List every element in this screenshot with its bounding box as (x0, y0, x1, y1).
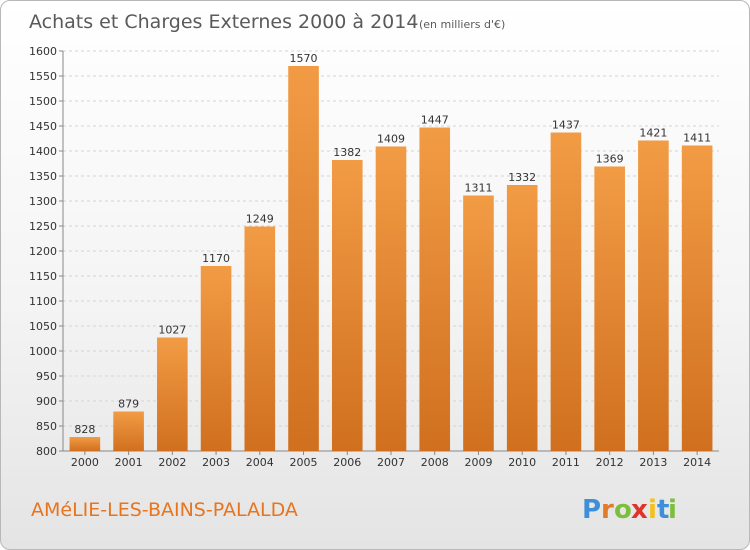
bar-2006 (331, 160, 363, 451)
proxiti-logo-letter: x (631, 495, 648, 525)
x-tick-label-2012: 2012 (596, 456, 624, 469)
proxiti-logo-letter: r (601, 495, 614, 525)
bar-2008 (419, 127, 451, 451)
bar-2002 (157, 337, 188, 451)
plot-area: 800 850 900 950 1000 1050 1100 1150 1200 1250 1300… (29, 45, 719, 469)
x-tick-label-2011: 2011 (552, 456, 580, 469)
chart-unit: (en milliers d'€) (419, 18, 505, 31)
bar-2005 (288, 66, 319, 451)
data-label-2005: 1570 (290, 52, 318, 65)
y-tick-label: 1350 (29, 170, 57, 183)
data-label-2002: 1027 (158, 324, 186, 337)
data-label-2013: 1421 (639, 127, 667, 140)
data-label-2009: 1311 (464, 182, 492, 195)
proxiti-logo-letter: t (657, 495, 669, 525)
data-label-2000: 828 (74, 423, 95, 436)
y-tick-label: 1500 (29, 95, 57, 108)
x-tick-label-2001: 2001 (115, 456, 143, 469)
y-tick-label: 1150 (29, 270, 57, 283)
x-tick-label-2005: 2005 (290, 456, 318, 469)
bar-2007 (375, 146, 407, 451)
y-tick-label: 850 (36, 420, 57, 433)
bar-2012 (594, 166, 625, 451)
y-tick-label: 1600 (29, 45, 57, 58)
x-tick-label-2009: 2009 (464, 456, 492, 469)
x-tick-label-2006: 2006 (333, 456, 361, 469)
y-tick-label: 1300 (29, 195, 57, 208)
data-label-2012: 1369 (596, 153, 624, 166)
x-tick-label-2014: 2014 (683, 456, 711, 469)
bar-2000 (69, 437, 101, 451)
data-label-2011: 1437 (552, 119, 580, 132)
proxiti-logo-letter: i (648, 495, 657, 525)
y-tick-label: 1100 (29, 295, 57, 308)
proxiti-logo-letter: o (614, 495, 632, 525)
y-tick-label: 1000 (29, 345, 57, 358)
x-tick-label-2010: 2010 (508, 456, 536, 469)
x-tick-label-2002: 2002 (158, 456, 186, 469)
y-tick-label: 1550 (29, 70, 57, 83)
data-label-2001: 879 (118, 398, 139, 411)
data-label-2003: 1170 (202, 252, 230, 265)
bar-2003 (200, 266, 232, 451)
x-tick-label-2008: 2008 (421, 456, 449, 469)
commune-name: AMéLIE-LES-BAINS-PALALDA (31, 499, 298, 521)
y-tick-label: 1200 (29, 245, 57, 258)
data-label-2010: 1332 (508, 171, 536, 184)
x-tick-label-2013: 2013 (639, 456, 667, 469)
x-tick-label-2003: 2003 (202, 456, 230, 469)
y-tick-label: 1450 (29, 120, 57, 133)
data-label-2007: 1409 (377, 133, 405, 146)
bar-2013 (638, 140, 669, 451)
bar-2011 (550, 132, 582, 451)
y-tick-label: 950 (36, 370, 57, 383)
x-tick-label-2007: 2007 (377, 456, 405, 469)
y-tick-label: 1050 (29, 320, 57, 333)
bar-2001 (113, 411, 144, 451)
y-tick-label: 900 (36, 395, 57, 408)
proxiti-logo-letter: i (668, 495, 677, 525)
bar-2010 (506, 185, 538, 451)
y-tick-label: 800 (36, 445, 57, 458)
bar-2009 (463, 195, 494, 451)
bar-2004 (244, 226, 276, 451)
y-tick-label: 1400 (29, 145, 57, 158)
bar-2014 (681, 145, 713, 451)
data-label-2008: 1447 (421, 114, 449, 127)
proxiti-logo-letter: P (582, 495, 601, 525)
chart-title: Achats et Charges Externes 2000 à 2014 (29, 11, 418, 33)
x-tick-label-2000: 2000 (71, 456, 99, 469)
y-tick-label: 1250 (29, 220, 57, 233)
data-label-2006: 1382 (333, 146, 361, 159)
data-label-2014: 1411 (683, 132, 711, 145)
data-label-2004: 1249 (246, 213, 274, 226)
x-tick-label-2004: 2004 (246, 456, 274, 469)
